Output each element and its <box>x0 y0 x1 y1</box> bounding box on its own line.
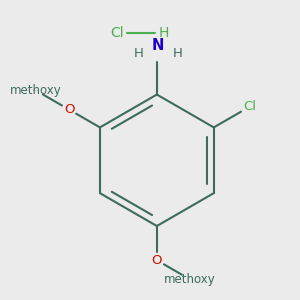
Text: O: O <box>64 103 74 116</box>
Text: H: H <box>172 47 182 60</box>
Text: Cl: Cl <box>110 26 124 40</box>
Text: methoxy: methoxy <box>164 273 216 286</box>
Text: methoxy: methoxy <box>10 84 62 97</box>
Text: H: H <box>134 47 144 60</box>
Text: N: N <box>152 38 164 53</box>
Text: Cl: Cl <box>243 100 256 113</box>
Text: methoxy: methoxy <box>37 89 44 90</box>
Text: methoxy: methoxy <box>33 90 39 91</box>
Text: H: H <box>158 26 169 40</box>
Text: O: O <box>152 254 162 267</box>
